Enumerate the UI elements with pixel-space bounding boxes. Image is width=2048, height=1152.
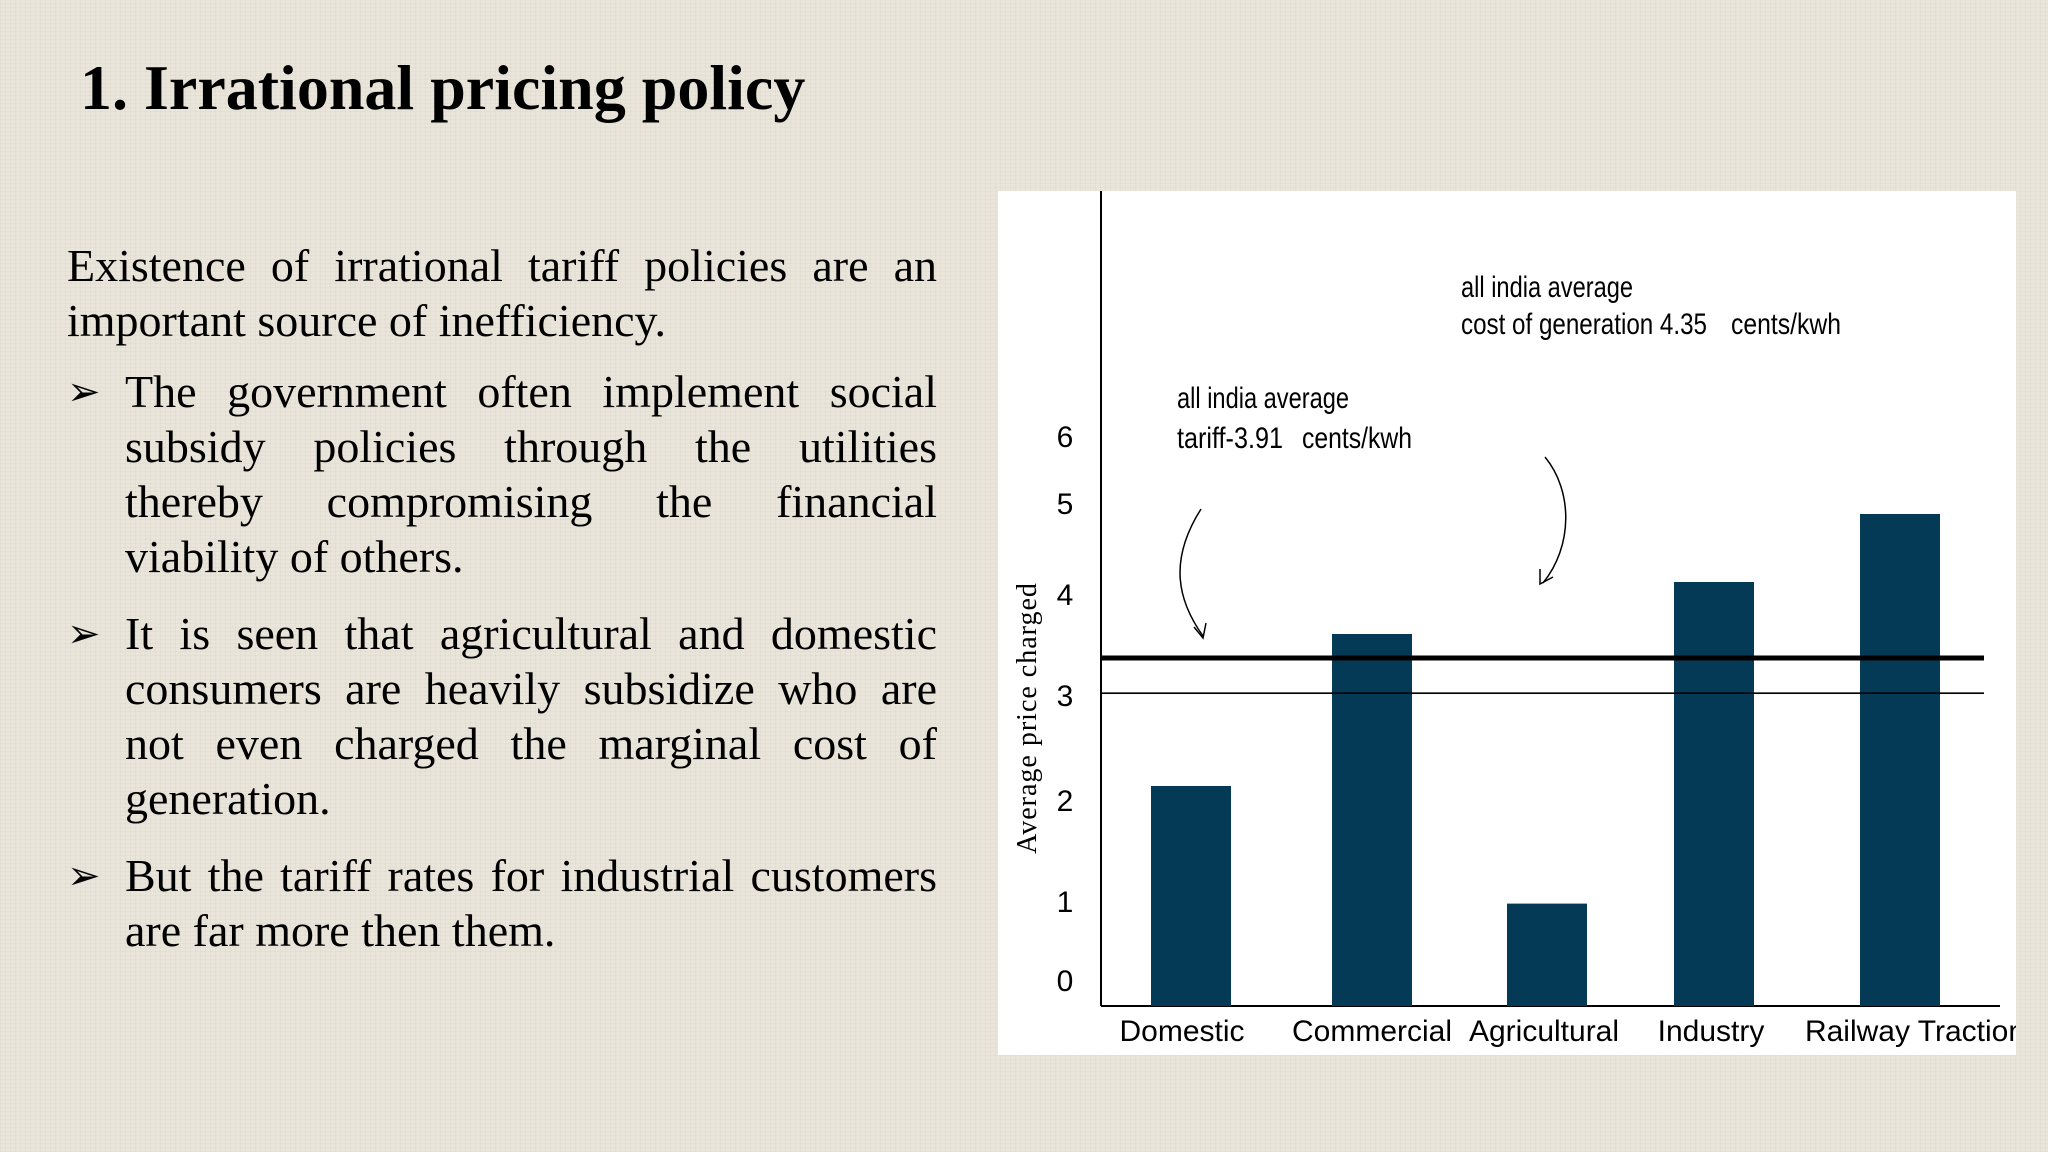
tariff-arrowhead-icon	[1193, 622, 1207, 640]
category-labels: Domestic Commercial Agricultural Industry Ra…	[1119, 1015, 2016, 1048]
bars	[1151, 514, 1940, 1006]
y-tick-label: 5	[1057, 488, 1074, 521]
category-label: Commercial	[1292, 1015, 1452, 1048]
chart-svg: Average price charged 0 1 2 3 4 5 6 Domestic Co…	[1012, 191, 2016, 1048]
y-axis-label: Average price charged	[1012, 582, 1043, 854]
cost-label-line2: cost of generation 4.35	[1461, 308, 1707, 341]
cost-label-unit: cents/kwh	[1731, 308, 1841, 341]
tariff-label-unit: cents/kwh	[1302, 422, 1412, 455]
y-ticks: 0 1 2 3 4 5 6	[1057, 421, 1074, 998]
cost-label-line1: all india average	[1461, 271, 1633, 304]
y-tick-label: 2	[1057, 785, 1074, 818]
cost-arrow-icon	[1542, 456, 1567, 584]
category-label: Agricultural	[1469, 1015, 1619, 1048]
intro-paragraph: Existence of irrational tariff policies …	[67, 240, 937, 346]
tariff-label-line1: all india average	[1177, 382, 1349, 415]
arrow-bullet-icon: ➢	[67, 369, 101, 414]
slide-title: 1. Irrational pricing policy	[80, 52, 806, 123]
bullet-text-1: The government often implement social su…	[125, 366, 937, 582]
arrow-bullet-icon: ➢	[67, 853, 101, 898]
bullet-item-2: ➢ It is seen that agricultural and domes…	[67, 606, 937, 826]
y-tick-label: 1	[1057, 886, 1074, 919]
bar-domestic	[1151, 786, 1231, 1006]
y-tick-label: 6	[1057, 421, 1074, 454]
slide-body: Existence of irrational tariff policies …	[67, 238, 937, 980]
bullet-item-1: ➢ The government often implement social …	[67, 364, 937, 584]
bar-agricultural	[1507, 903, 1587, 1006]
y-tick-label: 4	[1057, 579, 1074, 612]
bullet-item-3: ➢ But the tariff rates for industrial cu…	[67, 848, 937, 958]
arrow-bullet-icon: ➢	[67, 611, 101, 656]
y-tick-label: 3	[1057, 680, 1074, 713]
category-label: Domestic	[1119, 1015, 1244, 1048]
price-chart: Average price charged 0 1 2 3 4 5 6 Domestic Co…	[998, 191, 2016, 1055]
tariff-arrow-icon	[1179, 508, 1204, 637]
reference-lines	[1101, 655, 1984, 695]
cost-arrowhead-icon	[1539, 569, 1554, 586]
bullet-text-3: But the tariff rates for industrial cust…	[125, 850, 937, 956]
category-label: Railway Traction	[1805, 1015, 2016, 1048]
bullet-text-2: It is seen that agricultural and domesti…	[125, 608, 937, 824]
bar-commercial	[1332, 634, 1412, 1006]
generation-cost-annotation: all india average cost of generation 4.3…	[1461, 271, 1841, 586]
bar-railway-traction	[1860, 514, 1940, 1006]
category-label: Industry	[1658, 1015, 1765, 1048]
tariff-annotation: all india average tariff-3.91 cents/kwh	[1177, 382, 1412, 640]
bar-industry	[1674, 582, 1754, 1006]
tariff-label-line2: tariff-3.91	[1177, 422, 1283, 455]
y-tick-label: 0	[1057, 965, 1074, 998]
